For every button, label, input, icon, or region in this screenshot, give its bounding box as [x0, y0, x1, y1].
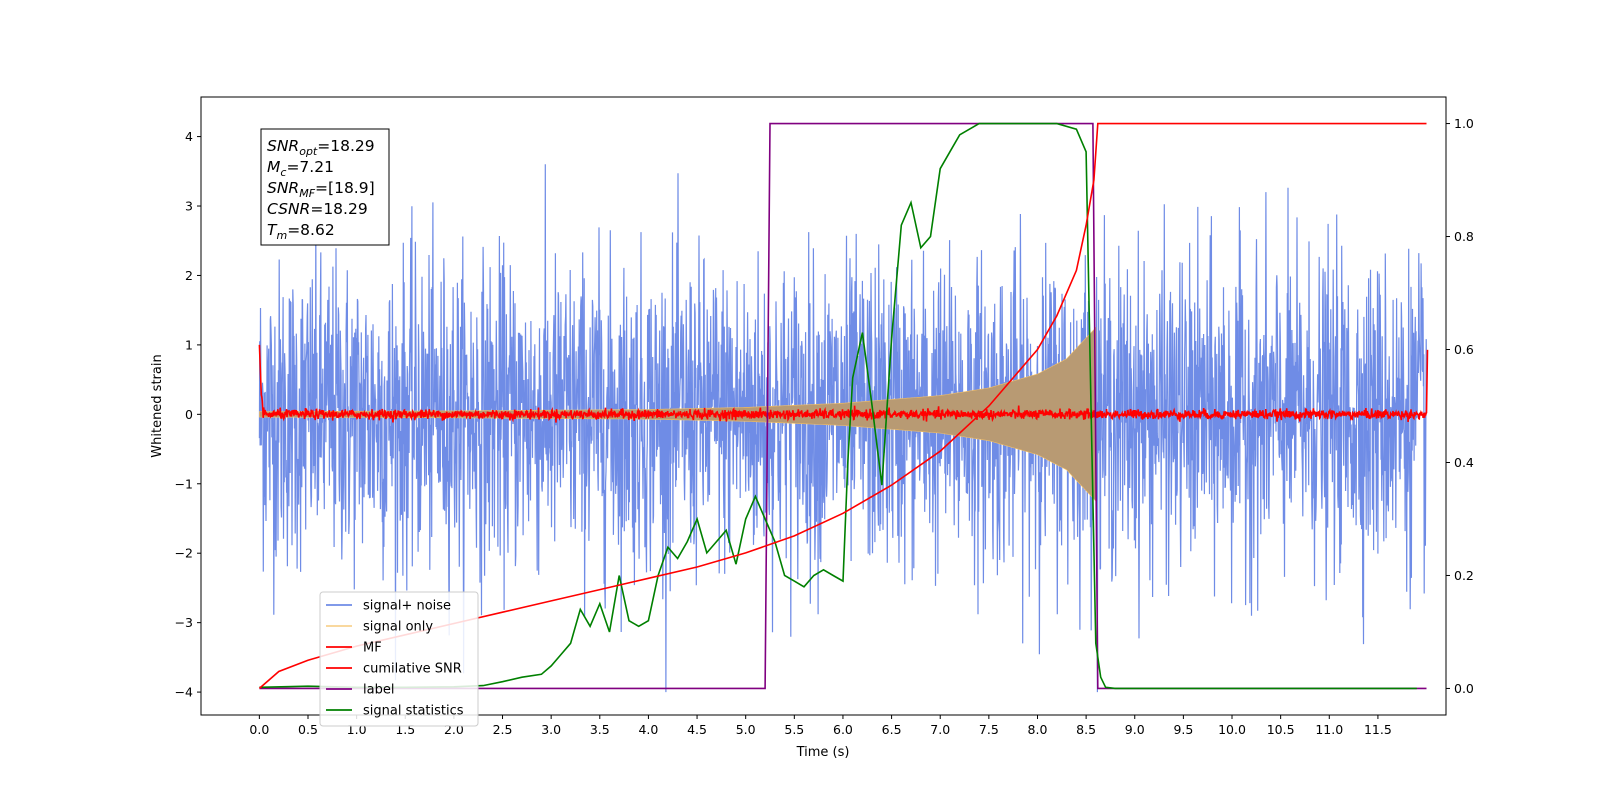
stat-value: =8.62	[287, 221, 335, 239]
stat-line: CSNR=18.29	[267, 200, 368, 218]
legend-entry: signal+ noise	[363, 599, 451, 614]
x-tick-label: 9.5	[1173, 722, 1193, 737]
stat-line: Mc=7.21	[267, 158, 334, 179]
legend: signal+ noise signal only MF cumilative SNR…	[319, 591, 479, 727]
y-tick-label: 0	[185, 407, 193, 422]
x-tick-label: 7.5	[979, 722, 999, 737]
series-mf-line	[258, 344, 1429, 423]
y2-tick-label: 0.6	[1454, 342, 1474, 357]
x-tick-label: 3.0	[541, 722, 561, 737]
x-tick-label: 10.5	[1267, 722, 1295, 737]
stat-subscript: MF	[299, 187, 315, 200]
x-tick-label: 11.0	[1315, 722, 1343, 737]
legend-entry: MF	[363, 641, 382, 656]
y-tick-label: 1	[185, 337, 193, 352]
x-tick-label: 5.0	[736, 722, 756, 737]
legend-entry: label	[363, 683, 394, 698]
stat-line: SNRMF=[18.9]	[267, 179, 375, 200]
stat-value: =7.21	[286, 158, 334, 176]
y-tick-label: −1	[175, 476, 193, 491]
stats-box-frame	[260, 128, 390, 246]
plot-frame	[200, 96, 1447, 716]
series-stat-line	[259, 122, 1417, 690]
y2-tick-label: 0.4	[1454, 455, 1474, 470]
x-tick-label: 4.0	[638, 722, 658, 737]
y-tick-label: 2	[185, 268, 193, 283]
x-tick-label: 6.5	[882, 722, 902, 737]
x-tick-label: 6.0	[833, 722, 853, 737]
x-tick-label: 8.5	[1076, 722, 1096, 737]
y-tick-label: 4	[185, 129, 193, 144]
stats-annotation-box: SNRopt=18.29Mc=7.21SNRMF=[18.9]CSNR=18.2…	[260, 128, 390, 246]
legend-entry: signal statistics	[363, 704, 464, 719]
y2-tick-label: 1.0	[1454, 116, 1474, 131]
stat-line: Tm=8.62	[267, 221, 335, 242]
x-axis-label: Time (s)	[796, 745, 850, 760]
legend-entry: cumilative SNR	[363, 662, 462, 677]
legend-entry: signal only	[363, 620, 433, 635]
stat-name: CSNR	[267, 200, 310, 218]
y-tick-label: −4	[175, 685, 193, 700]
y-axis-label: Whitened strain	[150, 354, 165, 457]
stat-name: SNR	[267, 179, 299, 197]
stat-subscript: m	[276, 229, 287, 242]
y-tick-label: −2	[175, 546, 193, 561]
x-tick-label: 4.5	[687, 722, 707, 737]
y2-tick-label: 0.8	[1454, 229, 1474, 244]
x-tick-label: 7.0	[930, 722, 950, 737]
stat-subscript: c	[280, 166, 286, 179]
x-tick-label: 3.5	[590, 722, 610, 737]
x-tick-label: 5.5	[784, 722, 804, 737]
x-tick-label: 0.0	[249, 722, 269, 737]
stat-name: T	[267, 221, 278, 239]
y2-tick-label: 0.2	[1454, 568, 1474, 583]
x-tick-label: 0.5	[298, 722, 318, 737]
x-tick-label: 8.0	[1028, 722, 1048, 737]
stat-value: =18.29	[310, 200, 367, 218]
x-tick-label: 10.0	[1218, 722, 1246, 737]
stat-name: M	[267, 158, 280, 176]
stat-line: SNRopt=18.29	[267, 137, 375, 158]
legend-frame	[319, 591, 479, 727]
x-tick-label: 11.5	[1364, 722, 1392, 737]
stat-value: =18.29	[317, 137, 374, 155]
stat-value: =[18.9]	[315, 179, 375, 197]
x-tick-label: 9.0	[1125, 722, 1145, 737]
y2-tick-label: 0.0	[1454, 681, 1474, 696]
x-tick-label: 2.5	[493, 722, 513, 737]
y-tick-label: 3	[185, 199, 193, 214]
stat-name: SNR	[267, 137, 299, 155]
y-tick-label: −3	[175, 615, 193, 630]
stat-subscript: opt	[299, 145, 318, 158]
